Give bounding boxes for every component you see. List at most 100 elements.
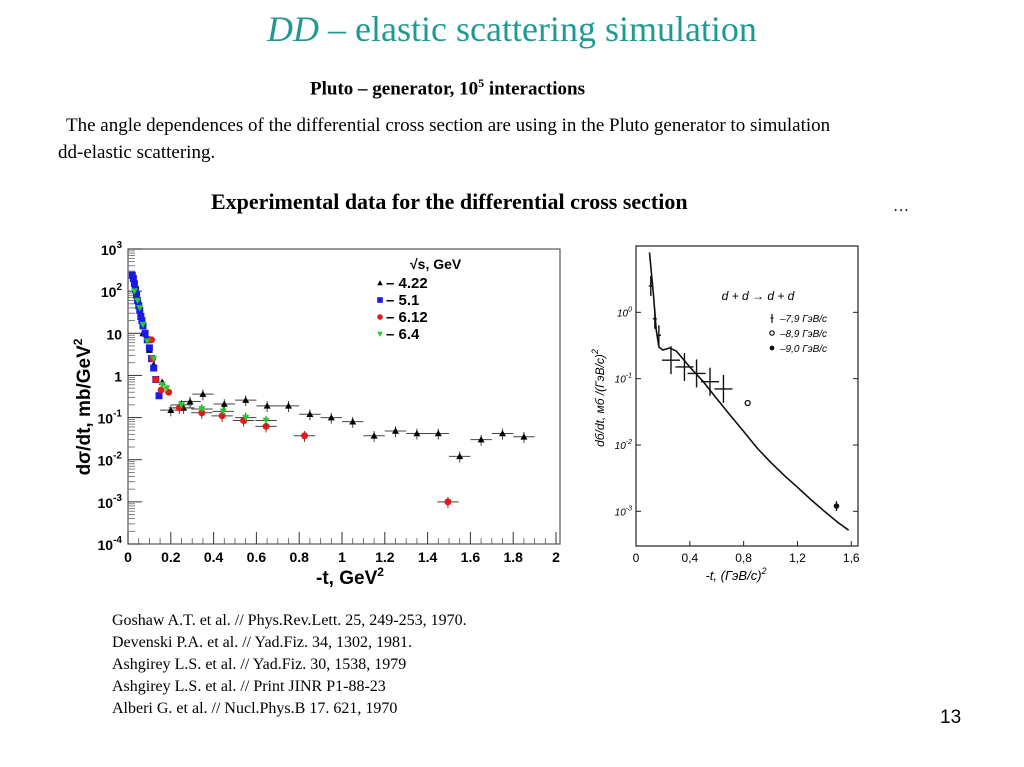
data-point [137, 313, 145, 321]
data-point [150, 364, 158, 372]
x-tick-label: 0.2 [161, 549, 181, 565]
x-tick-label: 0 [124, 549, 132, 565]
subtitle: Pluto – generator, 105 interactions [310, 76, 585, 100]
right-x-axis-label: -t, (ГэВ/c)2 [705, 566, 766, 583]
y-tick-label: 10-4 [98, 535, 123, 553]
data-point [370, 432, 378, 439]
paragraph-line-2: dd-elastic scattering. [58, 142, 216, 163]
title-italic: DD [267, 9, 320, 49]
x-tick-label: 0,8 [735, 551, 752, 565]
right-plot-frame [635, 245, 859, 547]
data-point [186, 398, 194, 405]
data-point [349, 418, 357, 425]
data-point [167, 406, 175, 413]
data-point [130, 288, 138, 295]
reference-item: Ashgirey L.S. et al. // Print JINR P1-88… [112, 678, 386, 695]
x-tick-label: 1 [338, 549, 346, 565]
y-tick-label: 10-1 [615, 373, 632, 386]
data-point [263, 402, 271, 409]
data-point [413, 429, 421, 437]
legend-marker-open-circle [769, 330, 775, 336]
data-point [163, 385, 171, 392]
subtitle-sup: 5 [478, 76, 485, 90]
data-point [434, 429, 442, 437]
reaction-label: d + d → d + d [722, 289, 795, 303]
legend-marker-filled-circle [769, 345, 775, 351]
data-point [134, 297, 142, 304]
data-point [220, 400, 228, 407]
reference-item: Devenski P.A. et al. // Yad.Fiz. 34, 130… [112, 634, 412, 651]
data-point [199, 390, 207, 397]
y-tick-label: 10-3 [98, 493, 123, 511]
y-tick-label: 10-2 [98, 451, 123, 469]
y-tick-label: 10-2 [615, 439, 632, 452]
data-point [138, 317, 146, 325]
right-y-axis-label: dб/dt, мб /(ГэВ/c)2 [590, 349, 607, 447]
data-point [444, 498, 452, 506]
legend-entry: – 4.22 [386, 275, 428, 292]
data-point [377, 280, 383, 286]
data-point [301, 432, 309, 440]
x-tick-label: 1.8 [503, 549, 523, 565]
left-y-axis-label: dσ/dt, mb/GeV2 [71, 338, 95, 475]
data-point [477, 436, 485, 443]
y-tick-label: 10-3 [615, 505, 632, 518]
x-tick-label: 1.6 [461, 549, 481, 565]
x-tick-label: 1.4 [418, 549, 438, 565]
series-triangle-down [130, 288, 277, 427]
x-tick-label: 2 [552, 549, 560, 565]
references-list: Goshaw A.T. et al. // Phys.Rev.Lett. 25,… [112, 610, 467, 720]
data-point [129, 274, 137, 282]
slide-title: DD – elastic scattering simulation [0, 8, 1024, 50]
x-tick-label: 0,4 [681, 551, 698, 565]
x-tick-label: 0.4 [204, 549, 224, 565]
experimental-data-heading: Experimental data for the differential c… [211, 189, 688, 214]
data-point [242, 414, 250, 422]
y-tick-label: 103 [101, 240, 123, 258]
reference-item: Ashgirey L.S. et al. // Yad.Fiz. 30, 153… [112, 656, 407, 673]
y-tick-label: 1 [114, 368, 122, 384]
data-point [157, 386, 165, 394]
data-point [218, 412, 226, 420]
data-point [143, 338, 151, 345]
reference-item: Alberi G. et al. // Nucl.Phys.B 17. 621,… [112, 700, 398, 717]
legend-entry: –9,0 ГэВ/c [779, 344, 827, 355]
x-tick-label: 1,2 [789, 551, 806, 565]
ellipsis: … [893, 198, 909, 215]
series-circle [148, 336, 459, 509]
series-triangle-up [139, 329, 535, 463]
legend-title: √s, GeV [410, 256, 462, 272]
data-point [141, 329, 149, 337]
x-tick-label: 0.6 [247, 549, 267, 565]
x-tick-label: 0 [633, 551, 640, 565]
data-point [456, 452, 464, 460]
y-tick-label: 100 [617, 306, 632, 319]
legend-entry: – 6.4 [386, 326, 420, 343]
paragraph-line-1: The angle dependences of the differentia… [66, 115, 831, 136]
subtitle-pre: Pluto – generator, 10 [310, 78, 479, 100]
legend-entry: – 6.12 [386, 309, 428, 326]
data-point [499, 429, 506, 437]
x-tick-label: 1,6 [843, 551, 860, 565]
x-tick-label: 1.2 [375, 549, 395, 565]
data-point [150, 355, 158, 363]
data-point [520, 433, 528, 440]
data-point [145, 344, 153, 352]
subtitle-post: interactions [484, 78, 585, 100]
data-point [198, 406, 206, 413]
data-point [744, 399, 751, 407]
data-point [139, 321, 147, 329]
theory-curve [648, 252, 850, 531]
data-point [178, 402, 185, 409]
data-point [377, 297, 383, 303]
legend-entry: –8,9 ГэВ/c [779, 329, 827, 340]
data-point [158, 381, 166, 389]
data-point [377, 331, 383, 337]
series-filled-circle [833, 501, 840, 512]
data-point [327, 414, 335, 421]
data-point [133, 291, 141, 299]
data-point [392, 427, 399, 434]
reference-item: Goshaw A.T. et al. // Phys.Rev.Lett. 25,… [112, 612, 467, 629]
page-number: 13 [940, 707, 962, 728]
data-point [155, 392, 163, 400]
